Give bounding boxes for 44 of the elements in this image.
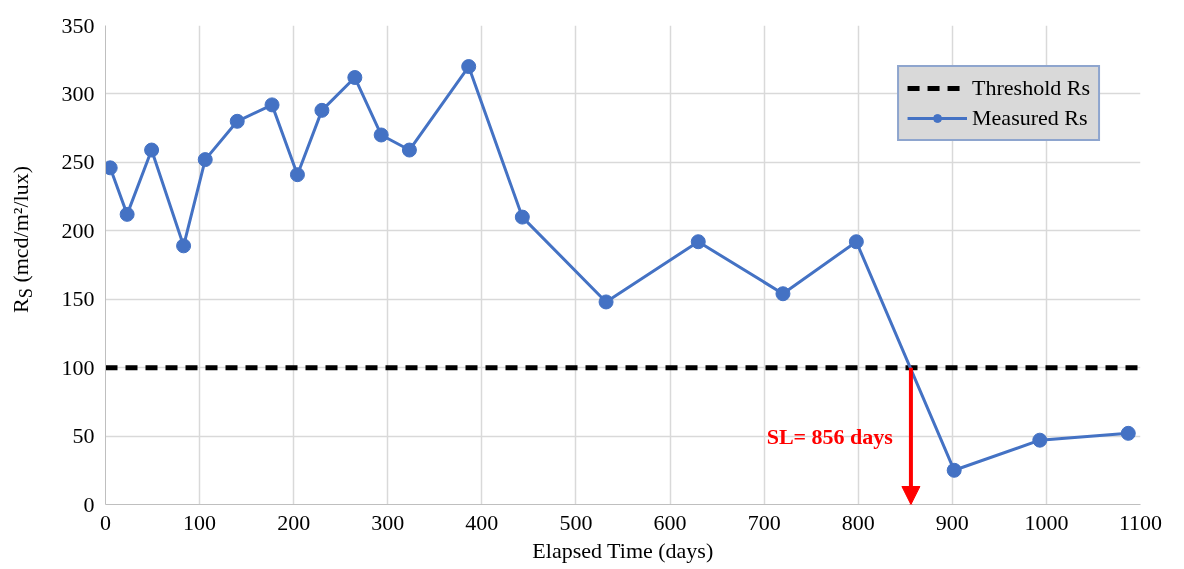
y-tick-label: 350 <box>61 12 95 38</box>
point <box>690 234 706 250</box>
legend-label: Threshold Rs <box>972 75 1090 101</box>
point <box>314 102 330 118</box>
y-tick-label: 300 <box>61 80 95 106</box>
x-tick-label: 700 <box>747 509 781 535</box>
point <box>598 294 614 310</box>
x-tick-label: 1000 <box>1024 509 1069 535</box>
y-tick-label: 250 <box>61 149 95 175</box>
point <box>289 167 305 183</box>
x-tick-label: 600 <box>653 509 687 535</box>
point <box>119 206 135 222</box>
point <box>775 286 791 302</box>
x-tick-label: 800 <box>841 509 875 535</box>
annotation: SL= 856 days <box>766 423 894 449</box>
point <box>461 59 477 75</box>
x-tick-label: 200 <box>277 509 311 535</box>
x-tick-label: 500 <box>559 509 593 535</box>
point <box>144 142 160 158</box>
x-tick-label: 400 <box>465 509 499 535</box>
point <box>848 234 864 250</box>
x-axis-title: Elapsed Time (days) <box>532 537 714 563</box>
point <box>401 142 417 158</box>
x-tick-label: 0 <box>100 509 111 535</box>
x-tick-label: 900 <box>935 509 969 535</box>
legend-label: Measured Rs <box>972 105 1088 131</box>
x-tick-label: 300 <box>371 509 405 535</box>
point <box>946 462 962 478</box>
y-tick-label: 150 <box>61 286 95 312</box>
point <box>264 97 280 113</box>
point <box>347 70 363 85</box>
point <box>373 127 389 143</box>
point <box>197 152 213 168</box>
x-tick-label: 100 <box>183 509 217 535</box>
y-tick-label: 200 <box>61 217 95 243</box>
x-tick-label: 1100 <box>1118 509 1163 535</box>
y-tick-label: 50 <box>72 423 95 449</box>
point <box>229 113 245 129</box>
y-tick-label: 100 <box>61 354 95 380</box>
point <box>1120 425 1136 441</box>
point <box>514 209 530 225</box>
point <box>1032 432 1048 448</box>
y-tick-label: 0 <box>83 491 95 517</box>
point <box>176 238 192 254</box>
